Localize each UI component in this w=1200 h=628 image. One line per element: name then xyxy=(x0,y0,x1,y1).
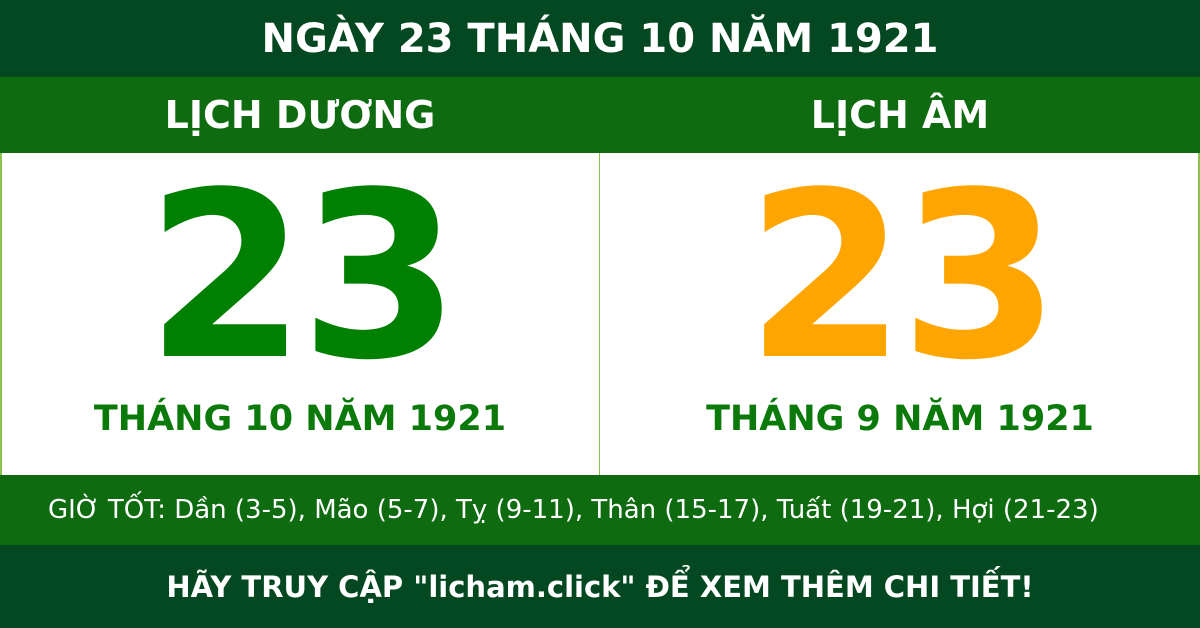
calendar-body xyxy=(0,153,1200,475)
solar-column: 23 THÁNG 10 NĂM 1921 xyxy=(0,153,600,475)
column-divider xyxy=(599,153,600,475)
calendar-headings: LỊCH DƯƠNG LỊCH ÂM xyxy=(0,77,1200,153)
solar-day: 23 xyxy=(145,144,460,411)
lunar-day: 23 xyxy=(745,144,1060,411)
lunar-column: 23 THÁNG 9 NĂM 1921 xyxy=(600,153,1200,475)
footer-cta: HÃY TRUY CẬP "licham.click" ĐỂ XEM THÊM … xyxy=(0,545,1200,628)
lunar-month-year: THÁNG 9 NĂM 1921 xyxy=(706,399,1094,439)
page-title: NGÀY 23 THÁNG 10 NĂM 1921 xyxy=(0,0,1200,77)
good-hours: GIỜ TỐT: Dần (3-5), Mão (5-7), Tỵ (9-11)… xyxy=(0,475,1200,545)
solar-heading: LỊCH DƯƠNG xyxy=(164,93,436,137)
lunar-heading: LỊCH ÂM xyxy=(810,93,990,137)
solar-month-year: THÁNG 10 NĂM 1921 xyxy=(93,399,507,439)
